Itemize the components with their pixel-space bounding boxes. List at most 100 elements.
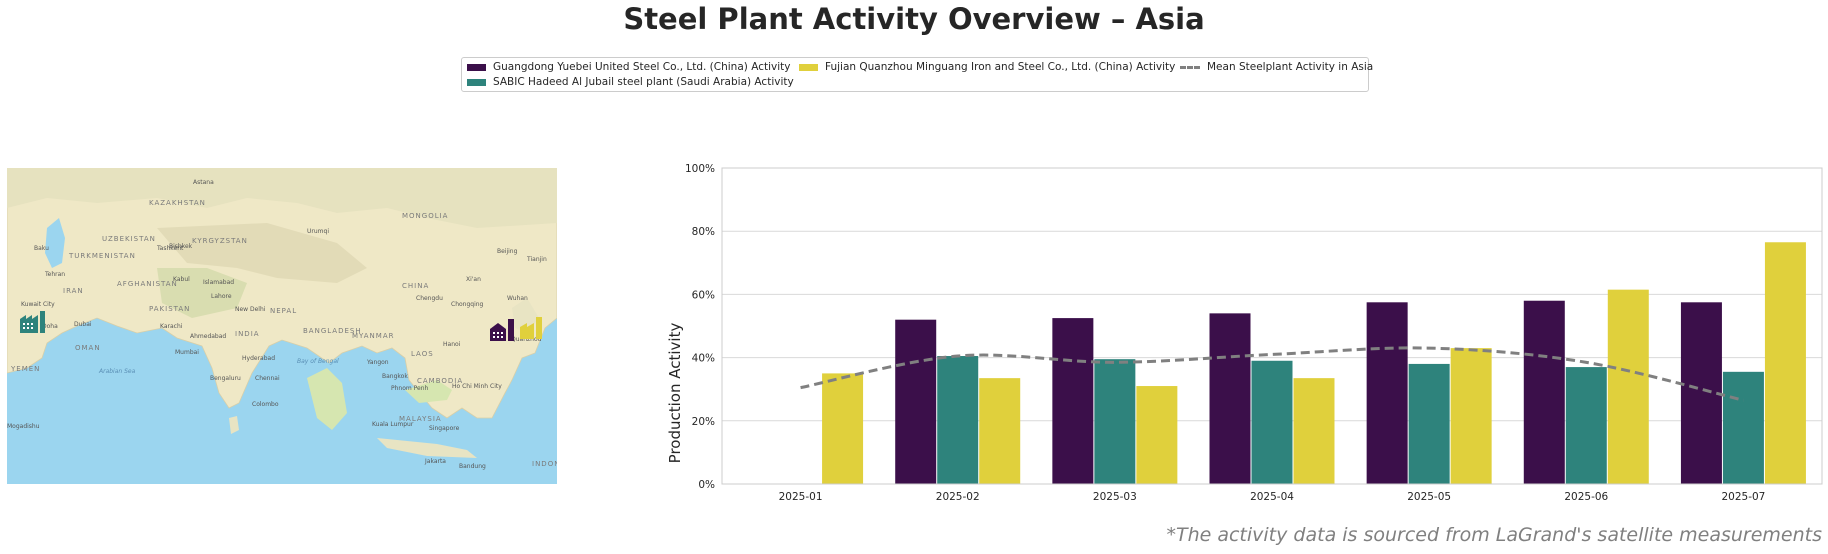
bar (1209, 313, 1251, 484)
map-steppe (7, 168, 557, 228)
map-label: Kuala Lumpur (372, 421, 414, 428)
map-label: Yangon (366, 359, 389, 366)
map-caspian-sea (45, 218, 65, 268)
map-label: Chongqing (451, 301, 484, 308)
y-tick-label: 60% (692, 289, 715, 301)
map-label: KYRGYZSTAN (192, 237, 248, 245)
bar (1764, 242, 1806, 484)
bar (1094, 359, 1136, 484)
map-java (377, 438, 477, 458)
y-tick-label: 40% (692, 353, 715, 365)
bar (1366, 302, 1408, 484)
bar (937, 356, 979, 484)
map-label: Chengdu (416, 295, 443, 302)
x-tick-label: 2025-03 (1093, 491, 1137, 500)
bar (1565, 367, 1607, 484)
map-label: Wuhan (507, 295, 528, 302)
map-label: IRAN (63, 287, 84, 295)
legend-label-mean: Mean Steelplant Activity in Asia (1207, 61, 1374, 73)
map-label: Bengaluru (210, 375, 241, 382)
plot-frame (721, 167, 1823, 485)
map-label: Bay of Bengal (297, 358, 339, 365)
map-label: Hanoi (443, 341, 461, 348)
map-label: Urumqi (307, 228, 329, 235)
legend-label-fujian: Fujian Quanzhou Minguang Iron and Steel … (825, 61, 1176, 73)
map-label: MONGOLIA (402, 212, 448, 220)
x-tick-label: 2025-07 (1721, 491, 1765, 500)
x-tick-label: 2025-06 (1564, 491, 1608, 500)
legend-dashed-line (1180, 65, 1200, 69)
x-tick-label: 2025-04 (1250, 491, 1294, 500)
map-label: Lahore (211, 293, 232, 300)
bar (1722, 371, 1764, 484)
map-label: Doha (42, 323, 58, 330)
legend-swatch-sabic (467, 78, 486, 86)
map-label: Ahmedabad (190, 333, 226, 340)
asia-map: Astana KAZAKHSTAN MONGOLIA Bishkek UZBEK… (7, 168, 557, 484)
map-label: Mogadishu (7, 423, 40, 430)
bar (1293, 378, 1335, 484)
bars-group (822, 242, 1806, 484)
map-indochina (307, 368, 347, 430)
map-label: Xi'an (466, 276, 481, 283)
bar (1251, 360, 1293, 484)
map-label: AFGHANISTAN (117, 280, 178, 288)
map-label: YEMEN (10, 365, 40, 373)
bar (1408, 363, 1450, 484)
legend-item-fujian: Fujian Quanzhou Minguang Iron and Steel … (799, 61, 1175, 73)
bar (895, 319, 937, 484)
y-tick-label: 100% (685, 163, 715, 175)
map-label: CAMBODIA (417, 377, 463, 385)
map-plateau (157, 223, 367, 283)
map-label: Chennai (255, 375, 280, 382)
bar (979, 378, 1021, 484)
factory-icon (20, 311, 45, 333)
bar (1136, 386, 1178, 484)
map-label: Hyderabad (242, 355, 275, 362)
bar (1450, 348, 1492, 484)
y-axis-label: Production Activity (666, 323, 684, 464)
legend-label-sabic: SABIC Hadeed Al Jubail steel plant (Saud… (493, 76, 794, 88)
map-label: Ho Chi Minh City (452, 383, 502, 390)
map-label: Quanzhou (511, 336, 542, 343)
map-label: Islamabad (203, 279, 234, 286)
map-label: Beijing (497, 248, 518, 255)
y-tick-label: 20% (692, 416, 715, 428)
map-label: BANGLADESH (303, 327, 362, 335)
map-label: INDIA (235, 330, 260, 338)
map-label: New Delhi (235, 306, 266, 313)
legend-item-guangdong: Guangdong Yuebei United Steel Co., Ltd. … (467, 61, 790, 73)
map-label: Arabian Sea (98, 368, 136, 375)
map-label: LAOS (411, 350, 434, 358)
map-label: Tehran (44, 271, 65, 278)
map-label: Tianjin (526, 256, 547, 263)
map-label: KAZAKHSTAN (149, 199, 206, 207)
map-label: Bishkek (169, 243, 193, 250)
map-canvas: Astana KAZAKHSTAN MONGOLIA Bishkek UZBEK… (7, 168, 557, 484)
bar (1052, 318, 1094, 484)
map-label: Phnom Penh (391, 385, 429, 392)
legend-item-mean: Mean Steelplant Activity in Asia (1180, 61, 1373, 73)
map-borneo (405, 380, 452, 403)
map-landmass (7, 168, 557, 419)
map-label: Jakarta (424, 458, 446, 465)
map-label: MALAYSIA (399, 415, 442, 423)
y-axis-ticks: 0% 20% 40% 60% 80% 100% (685, 163, 715, 491)
map-label: UZBEKISTAN (102, 235, 156, 243)
bar (822, 373, 864, 484)
legend-item-sabic: SABIC Hadeed Al Jubail steel plant (Saud… (467, 76, 794, 88)
map-label: Bangkok (382, 373, 408, 380)
footnote: *The activity data is sourced from LaGra… (1166, 524, 1822, 546)
map-label: Baku (34, 245, 49, 252)
map-label: Colombo (252, 401, 279, 408)
x-tick-label: 2025-05 (1407, 491, 1451, 500)
map-label: MYANMAR (352, 332, 395, 340)
map-label: Tashkent (156, 245, 184, 252)
mean-activity-line (800, 346, 1744, 402)
map-label: Singapore (429, 425, 460, 432)
map-label: Mumbai (175, 349, 199, 356)
x-tick-label: 2025-02 (936, 491, 980, 500)
bar (1680, 302, 1722, 484)
map-label: Astana (193, 179, 214, 186)
legend-swatch-guangdong (467, 63, 486, 71)
